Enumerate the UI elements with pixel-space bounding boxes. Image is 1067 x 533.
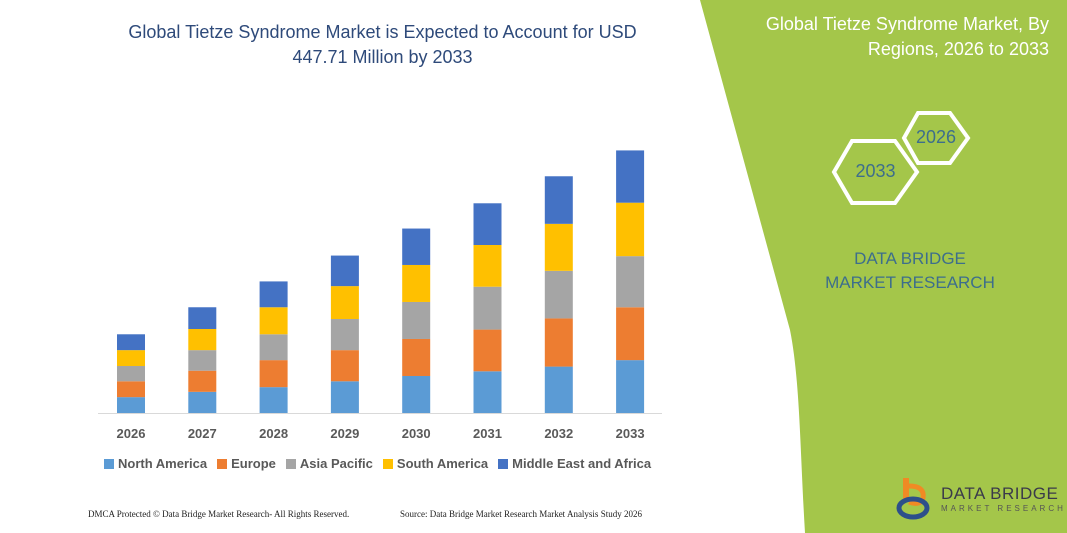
bar-segment bbox=[117, 334, 145, 351]
chart-title: Global Tietze Syndrome Market is Expecte… bbox=[128, 22, 637, 67]
bar-segment bbox=[259, 360, 288, 388]
bar-segment bbox=[616, 202, 645, 257]
bar-segment bbox=[544, 270, 573, 319]
bar-segment bbox=[259, 334, 288, 361]
bar-segment bbox=[117, 366, 145, 382]
logo: DATA BRIDGE MARKET RESEARCH bbox=[895, 476, 1066, 520]
bar-segment bbox=[616, 150, 645, 203]
bar-segment bbox=[473, 203, 502, 245]
hex-2033 bbox=[831, 139, 920, 205]
bar-segment bbox=[473, 371, 502, 413]
x-tick-label: 2032 bbox=[544, 426, 574, 441]
bar-segment bbox=[330, 286, 359, 320]
hex-2026 bbox=[901, 111, 971, 165]
bar-segment bbox=[544, 223, 573, 271]
bar-segment bbox=[259, 307, 288, 335]
bar-segment bbox=[188, 328, 217, 351]
legend-label: Middle East and Africa bbox=[512, 456, 652, 471]
bar-segment bbox=[259, 387, 288, 413]
x-tick-label: 2027 bbox=[187, 426, 217, 441]
bar-segment bbox=[473, 244, 502, 287]
bar-segment bbox=[544, 176, 573, 224]
hex-label-2026: 2026 bbox=[915, 127, 957, 147]
logo-tagline: MARKET RESEARCH bbox=[941, 503, 1066, 513]
bar-segment bbox=[188, 370, 217, 392]
brand-text: DATA BRIDGE MARKET RESEARCH bbox=[825, 249, 995, 292]
side-title: Global Tietze Syndrome Market, By Region… bbox=[765, 14, 1049, 59]
bars bbox=[117, 150, 645, 413]
bar-segment bbox=[330, 381, 359, 413]
x-tick-label: 2033 bbox=[615, 426, 645, 441]
dmca-text: DMCA Protected © Data Bridge Market Rese… bbox=[88, 509, 350, 519]
bar-segment bbox=[402, 375, 431, 413]
bar-segment bbox=[616, 307, 645, 361]
bar-segment bbox=[616, 360, 645, 413]
bar-segment bbox=[259, 281, 288, 308]
bar-segment bbox=[188, 391, 217, 413]
legend-label: Asia Pacific bbox=[299, 456, 373, 471]
x-tick-label: 2028 bbox=[259, 426, 289, 441]
bar-segment bbox=[544, 366, 573, 413]
bar-segment bbox=[188, 307, 217, 329]
legend-item: North America bbox=[104, 456, 207, 471]
x-tick-label: 2029 bbox=[330, 426, 360, 441]
legend-label: South America bbox=[396, 456, 489, 471]
legend-item: South America bbox=[382, 456, 489, 471]
bar-segment bbox=[330, 319, 359, 351]
bar-segment bbox=[117, 397, 145, 413]
legend-item: Middle East and Africa bbox=[498, 456, 651, 471]
logo-name: DATA BRIDGE bbox=[941, 483, 1059, 503]
bar-segment bbox=[402, 264, 431, 302]
legend: North America Europe Asia Pacific South … bbox=[104, 456, 651, 471]
source-text: Source: Data Bridge Market Research Mark… bbox=[400, 509, 642, 519]
bar-segment bbox=[402, 338, 431, 376]
bar-segment bbox=[188, 350, 217, 371]
legend-item: Asia Pacific bbox=[285, 456, 373, 471]
bar-segment bbox=[544, 318, 573, 367]
bar-segment bbox=[473, 286, 502, 330]
bar-segment bbox=[616, 256, 645, 308]
bar-segment bbox=[117, 381, 145, 398]
x-tick-label: 2030 bbox=[401, 426, 431, 441]
bar-segment bbox=[117, 350, 145, 367]
hex-label-2033: 2033 bbox=[855, 161, 896, 181]
bar-segment bbox=[402, 228, 431, 265]
bar-segment bbox=[473, 329, 502, 372]
x-tick-label: 2026 bbox=[116, 426, 146, 441]
bar-segment bbox=[330, 255, 359, 287]
x-tick-label: 2031 bbox=[473, 426, 502, 441]
green-panel bbox=[700, 0, 1067, 533]
legend-label: North America bbox=[118, 456, 208, 471]
bar-segment bbox=[402, 301, 431, 339]
logo-icon bbox=[896, 478, 930, 520]
bar-segment bbox=[330, 350, 359, 382]
legend-label: Europe bbox=[231, 456, 276, 471]
legend-item: Europe bbox=[217, 456, 276, 471]
